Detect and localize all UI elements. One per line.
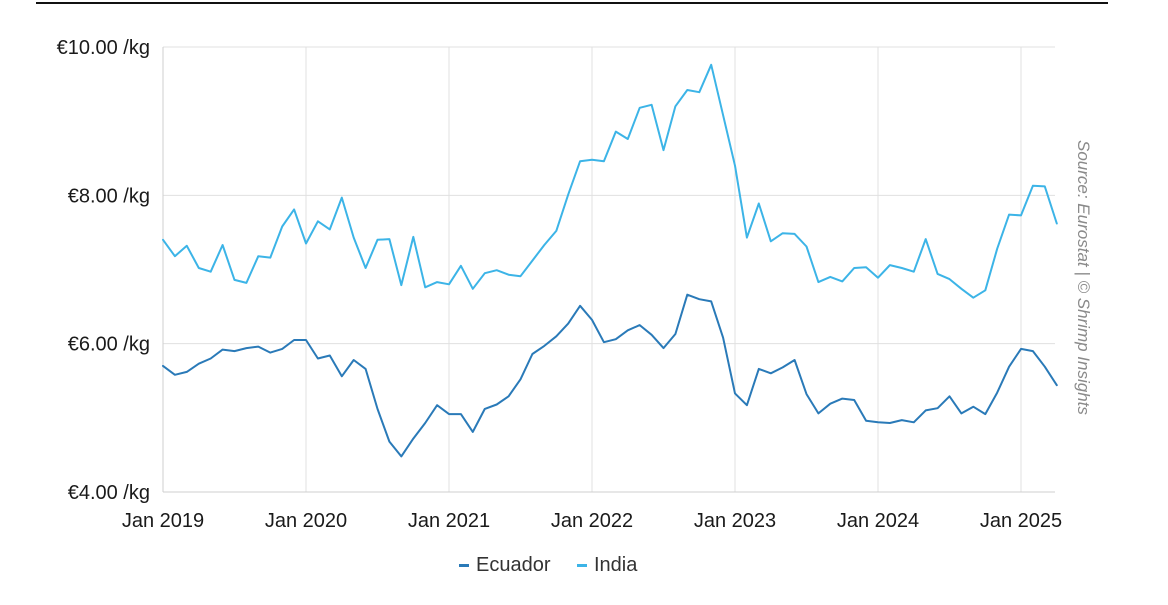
legend-label-india: India	[594, 554, 638, 576]
x-tick-label: Jan 2023	[694, 510, 776, 532]
series-lines	[162, 63, 1058, 458]
series-line-ecuador	[162, 293, 1058, 458]
y-tick-label: €4.00 /kg	[68, 482, 150, 504]
y-tick-label: €10.00 /kg	[57, 37, 150, 59]
top-rule	[36, 2, 1108, 4]
y-tick-label: €6.00 /kg	[68, 334, 150, 356]
legend: Ecuador India	[459, 554, 638, 576]
legend-swatch-ecuador	[459, 564, 469, 567]
legend-item-india[interactable]: India	[577, 554, 638, 576]
legend-label-ecuador: Ecuador	[476, 554, 551, 576]
x-tick-label: Jan 2022	[551, 510, 633, 532]
x-tick-label: Jan 2020	[265, 510, 347, 532]
x-tick-label: Jan 2019	[122, 510, 204, 532]
x-tick-label: Jan 2024	[837, 510, 919, 532]
y-tick-label: €8.00 /kg	[68, 185, 150, 207]
x-tick-label: Jan 2021	[408, 510, 490, 532]
legend-item-ecuador[interactable]: Ecuador	[459, 554, 551, 576]
x-tick-label: Jan 2025	[980, 510, 1062, 532]
grid-lines	[163, 46, 1055, 492]
axes: €4.00 /kg €6.00 /kg €8.00 /kg €10.00 /kg Jan…	[57, 37, 1063, 532]
legend-swatch-india	[577, 564, 587, 567]
source-credit: Source: Eurostat | © Shrimp Insights	[1074, 140, 1093, 415]
series-line-india	[162, 63, 1058, 299]
